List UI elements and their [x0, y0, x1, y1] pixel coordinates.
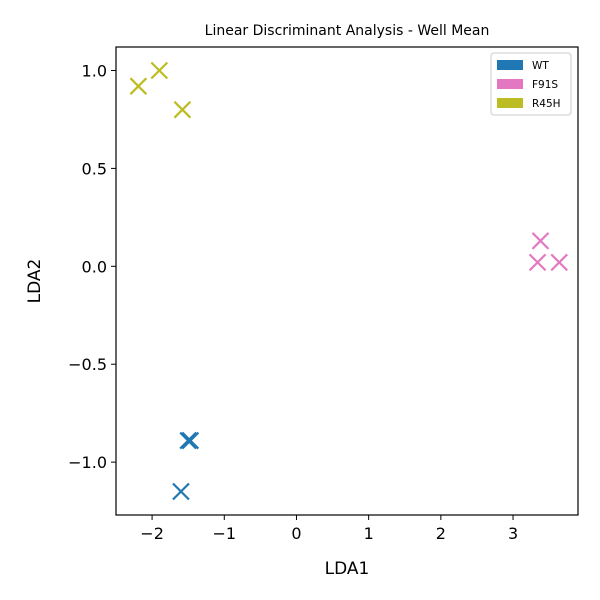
plot-frame — [115, 46, 579, 516]
x-tick-label: −2 — [140, 524, 164, 543]
x-axis: −2 −1 0 1 2 3 — [140, 515, 518, 543]
legend-swatch — [497, 60, 523, 70]
chart-title: Linear Discriminant Analysis - Well Mean — [205, 23, 490, 39]
legend-label: R45H — [532, 98, 561, 110]
y-tick-label: −0.5 — [68, 355, 107, 374]
data-point-f91s — [528, 253, 547, 272]
data-point-wt — [181, 431, 200, 450]
plot-area — [129, 61, 569, 501]
legend-label: F91S — [532, 79, 558, 91]
data-point-r45h — [150, 61, 169, 80]
y-axis: −1.0 −0.5 0.0 0.5 1.0 — [68, 61, 116, 472]
data-point-r45h — [173, 100, 192, 119]
data-point-f91s — [550, 253, 569, 272]
data-point-f91s — [531, 232, 550, 250]
legend-swatch — [497, 98, 523, 108]
x-tick-label: 3 — [508, 524, 518, 543]
y-tick-label: 0.0 — [82, 257, 107, 276]
y-axis-label: LDA2 — [25, 259, 45, 304]
legend: WT F91S R45H — [490, 52, 572, 116]
x-tick-label: 1 — [364, 524, 374, 543]
data-point-wt — [179, 431, 197, 450]
legend-swatch — [497, 79, 523, 89]
x-tick-label: −1 — [212, 524, 236, 543]
x-tick-label: 0 — [291, 524, 301, 543]
x-tick-label: 2 — [436, 524, 446, 543]
y-tick-label: −1.0 — [68, 453, 107, 472]
data-point-r45h — [129, 77, 148, 95]
y-tick-label: 0.5 — [82, 159, 107, 178]
y-tick-label: 1.0 — [82, 61, 107, 80]
legend-label: WT — [532, 60, 549, 72]
x-axis-label: LDA1 — [325, 559, 370, 579]
data-point-wt — [172, 482, 190, 501]
